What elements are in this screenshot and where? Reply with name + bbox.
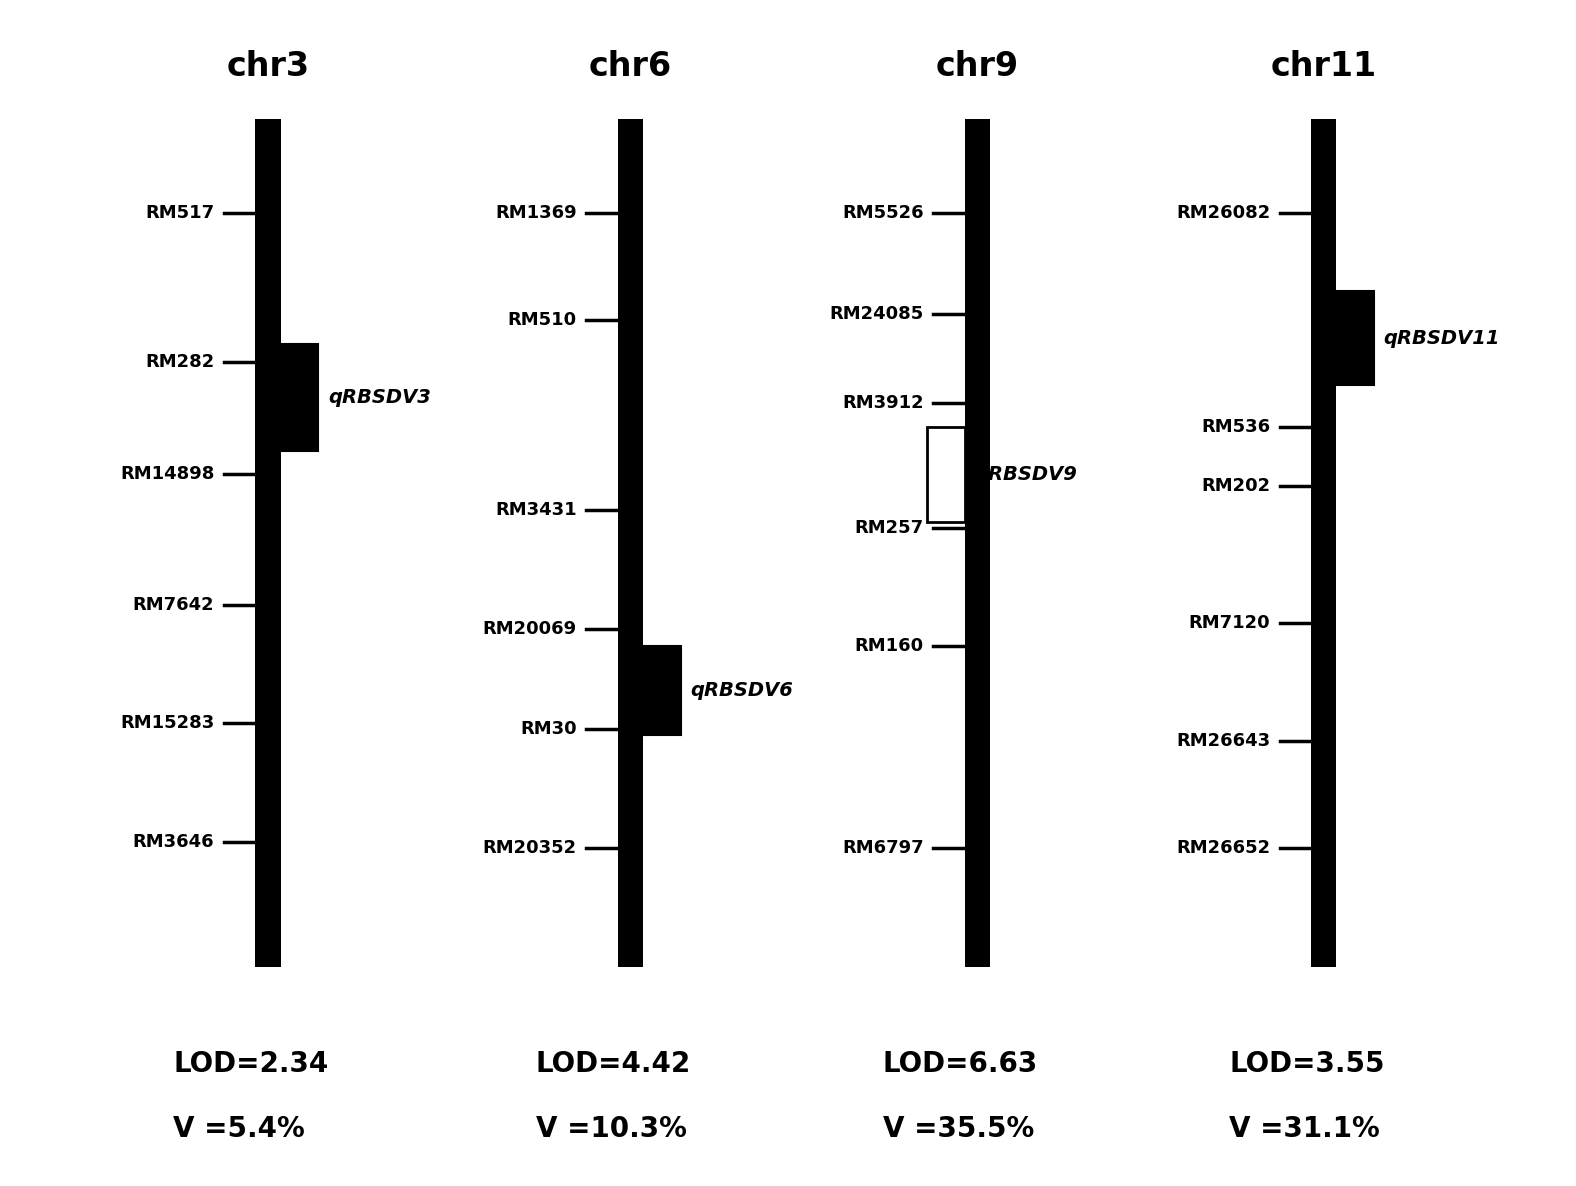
Text: qRBSDV3: qRBSDV3 xyxy=(328,388,430,407)
Text: RM26082: RM26082 xyxy=(1176,204,1270,223)
Text: RM536: RM536 xyxy=(1201,417,1270,436)
Text: RM1369: RM1369 xyxy=(495,204,577,223)
Text: RM3646: RM3646 xyxy=(132,833,214,852)
Text: RM202: RM202 xyxy=(1201,477,1270,496)
Text: qRBSDV11: qRBSDV11 xyxy=(1384,329,1500,347)
Text: RM3912: RM3912 xyxy=(842,394,924,413)
Text: chr6: chr6 xyxy=(589,50,671,83)
Text: RM14898: RM14898 xyxy=(120,465,214,484)
Text: RM160: RM160 xyxy=(854,637,924,656)
Bar xyxy=(1336,291,1374,385)
Text: LOD=4.42: LOD=4.42 xyxy=(536,1050,692,1078)
Text: V =31.1%: V =31.1% xyxy=(1229,1115,1381,1143)
Text: RM26643: RM26643 xyxy=(1176,732,1270,751)
Bar xyxy=(281,344,318,451)
Bar xyxy=(643,646,681,735)
Text: V =10.3%: V =10.3% xyxy=(536,1115,687,1143)
Text: RM3431: RM3431 xyxy=(495,500,577,519)
Text: RM30: RM30 xyxy=(520,720,577,739)
Text: LOD=3.55: LOD=3.55 xyxy=(1229,1050,1385,1078)
Text: LOD=2.34: LOD=2.34 xyxy=(173,1050,329,1078)
Text: RM15283: RM15283 xyxy=(120,714,214,733)
Text: RM517: RM517 xyxy=(145,204,214,223)
Text: V =35.5%: V =35.5% xyxy=(883,1115,1034,1143)
Bar xyxy=(618,119,643,967)
Text: RM5526: RM5526 xyxy=(842,204,924,223)
Text: RM20352: RM20352 xyxy=(482,839,577,857)
Text: qRBSDV6: qRBSDV6 xyxy=(690,681,793,701)
Text: LOD=6.63: LOD=6.63 xyxy=(883,1050,1039,1078)
Text: RM257: RM257 xyxy=(854,518,924,537)
Bar xyxy=(255,119,281,967)
Text: chr3: chr3 xyxy=(227,50,309,83)
Text: RM26652: RM26652 xyxy=(1176,839,1270,857)
Text: chr9: chr9 xyxy=(936,50,1018,83)
Text: RM20069: RM20069 xyxy=(482,619,577,638)
Text: RM24085: RM24085 xyxy=(829,305,924,324)
Bar xyxy=(965,119,990,967)
Text: RM282: RM282 xyxy=(145,352,214,371)
Text: RM7120: RM7120 xyxy=(1188,613,1270,632)
Text: V =5.4%: V =5.4% xyxy=(173,1115,306,1143)
Text: RM6797: RM6797 xyxy=(842,839,924,857)
Bar xyxy=(927,427,965,522)
Text: qRBSDV9: qRBSDV9 xyxy=(974,465,1076,484)
Text: RM7642: RM7642 xyxy=(132,595,214,614)
Text: chr11: chr11 xyxy=(1270,50,1377,83)
Bar xyxy=(1311,119,1336,967)
Text: RM510: RM510 xyxy=(507,311,577,330)
